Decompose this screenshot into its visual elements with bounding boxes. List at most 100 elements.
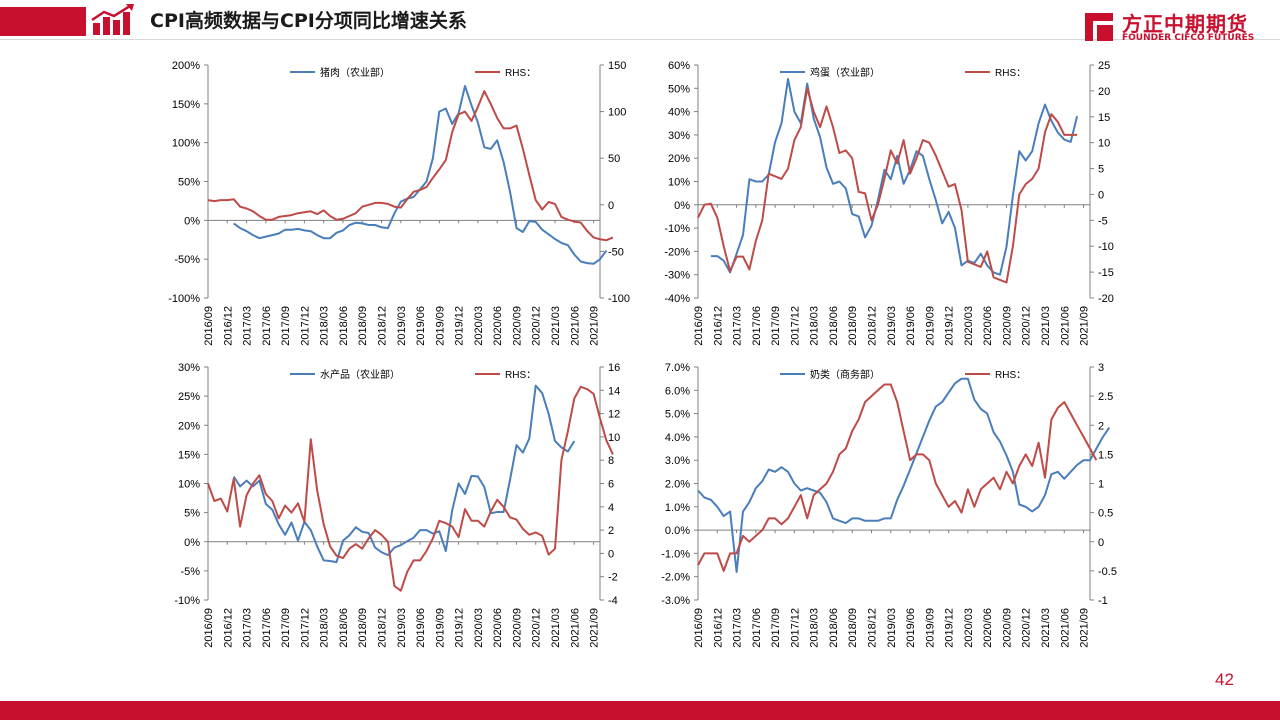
x-tick-label: 2018/09	[847, 608, 859, 648]
x-tick-label: 2018/09	[357, 608, 369, 648]
x-tick-label: 2020/09	[1001, 608, 1013, 648]
right-tick-label: -5	[1098, 215, 1108, 227]
left-tick-label: -1.0%	[661, 548, 690, 560]
right-tick-label: 20	[1098, 86, 1110, 98]
right-tick-label: 16	[608, 362, 620, 374]
right-tick-label: 5	[1098, 164, 1104, 176]
x-tick-label: 2016/12	[712, 608, 724, 648]
left-tick-label: -50%	[174, 254, 200, 266]
left-tick-label: -20%	[664, 246, 690, 258]
x-tick-label: 2016/12	[712, 306, 724, 346]
right-tick-label: 25	[1098, 60, 1110, 72]
x-tick-label: 2020/12	[531, 306, 543, 346]
left-tick-label: 50%	[668, 83, 690, 95]
left-tick-label: -40%	[664, 293, 690, 305]
x-tick-label: 2016/12	[222, 608, 234, 648]
right-tick-label: 0.5	[1098, 508, 1113, 520]
series-line-lhs	[233, 85, 608, 265]
x-tick-label: 2018/03	[809, 608, 821, 648]
right-tick-label: 8	[608, 455, 614, 467]
right-tick-label: 1	[1098, 479, 1104, 491]
left-tick-label: 0%	[674, 200, 690, 212]
x-tick-label: 2019/12	[454, 608, 466, 648]
x-tick-label: 2020/03	[963, 608, 975, 648]
right-tick-label: -10	[1098, 241, 1114, 253]
right-tick-label: 10	[1098, 138, 1110, 150]
x-tick-label: 2021/09	[1079, 608, 1091, 648]
x-tick-label: 2018/06	[338, 306, 350, 346]
right-tick-label: 2	[608, 525, 614, 537]
left-tick-label: 0.0%	[665, 525, 690, 537]
x-tick-label: 2021/06	[1059, 608, 1071, 648]
left-tick-label: 4.0%	[665, 432, 690, 444]
left-tick-label: 30%	[668, 130, 690, 142]
right-tick-label: -50	[608, 246, 624, 258]
footer-bar	[0, 701, 1280, 720]
left-tick-label: -10%	[664, 223, 690, 235]
x-tick-label: 2020/03	[473, 608, 485, 648]
aquatic-cpi-chart: -10% -5% 0% 5% 10% 15% 20% 25% 30% -4 -2 0 2 4 6 8 10 12 1…	[174, 362, 620, 648]
legend-label: RHS：	[995, 68, 1026, 79]
pork-cpi-chart: -100% -50% 0% 50% 100% 150% 200% -100 -50 0 50 100 1…	[168, 60, 630, 346]
x-tick-label: 2017/06	[261, 608, 273, 648]
x-tick-label: 2020/03	[473, 306, 485, 346]
x-tick-label: 2019/12	[454, 306, 466, 346]
x-tick-label: 2021/06	[569, 608, 581, 648]
right-tick-label: 3	[1098, 362, 1104, 374]
left-tick-label: 3.0%	[665, 455, 690, 467]
x-tick-label: 2017/12	[299, 306, 311, 346]
founder-logo-icon	[1085, 13, 1113, 41]
legend-label: 猪肉（农业部）	[320, 66, 390, 79]
x-tick-label: 2020/12	[1021, 608, 1033, 648]
x-tick-label: 2021/03	[550, 306, 562, 346]
right-tick-label: 6	[608, 479, 614, 491]
series-line-lhs	[710, 78, 1079, 276]
x-tick-label: 2018/06	[338, 608, 350, 648]
left-tick-label: 20%	[178, 420, 200, 432]
right-tick-label: -1	[1098, 595, 1108, 607]
right-tick-label: -20	[1098, 293, 1114, 305]
left-tick-label: 7.0%	[665, 362, 690, 374]
x-tick-label: 2017/03	[242, 608, 254, 648]
x-tick-label: 2017/06	[751, 608, 763, 648]
left-tick-label: 10%	[178, 479, 200, 491]
x-tick-label: 2016/09	[693, 608, 705, 648]
left-tick-label: 2.0%	[665, 479, 690, 491]
x-tick-label: 2019/09	[924, 306, 936, 346]
x-tick-label: 2017/06	[751, 306, 763, 346]
legend-label: 奶类（商务部）	[810, 368, 880, 381]
x-tick-label: 2018/03	[319, 306, 331, 346]
x-tick-label: 2018/03	[319, 608, 331, 648]
page-number: 42	[1215, 670, 1234, 689]
x-tick-label: 2018/06	[828, 608, 840, 648]
x-tick-label: 2019/06	[415, 608, 427, 648]
x-tick-label: 2021/06	[569, 306, 581, 346]
right-tick-label: 2	[1098, 420, 1104, 432]
right-tick-label: 4	[608, 502, 614, 514]
left-tick-label: -10%	[174, 595, 200, 607]
egg-cpi-chart: -40% -30% -20% -10% 0% 10% 20% 30% 40% 50% 60% -20 -…	[664, 60, 1114, 346]
x-tick-label: 2020/12	[1021, 306, 1033, 346]
x-tick-label: 2018/12	[377, 306, 389, 346]
left-tick-label: 200%	[172, 60, 200, 72]
x-tick-label: 2018/09	[847, 306, 859, 346]
x-tick-label: 2021/09	[589, 608, 601, 648]
right-tick-label: -0.5	[1098, 566, 1117, 578]
series-line-rhs	[697, 383, 1098, 572]
x-tick-label: 2020/06	[492, 306, 504, 346]
right-tick-label: 150	[608, 60, 626, 72]
x-tick-label: 2019/09	[924, 608, 936, 648]
x-tick-label: 2017/03	[732, 608, 744, 648]
header-divider	[0, 39, 1280, 40]
right-tick-label: 50	[608, 153, 620, 165]
left-tick-label: 15%	[178, 449, 200, 461]
company-name-en: FOUNDER CIFCO FUTURES	[1122, 33, 1255, 43]
left-tick-label: 40%	[668, 107, 690, 119]
right-tick-label: 12	[608, 409, 620, 421]
x-tick-label: 2020/09	[1001, 306, 1013, 346]
left-tick-label: 60%	[668, 60, 690, 72]
left-tick-label: 0%	[184, 537, 200, 549]
x-tick-label: 2018/09	[357, 306, 369, 346]
right-tick-label: -4	[608, 595, 618, 607]
x-tick-label: 2021/03	[1040, 608, 1052, 648]
